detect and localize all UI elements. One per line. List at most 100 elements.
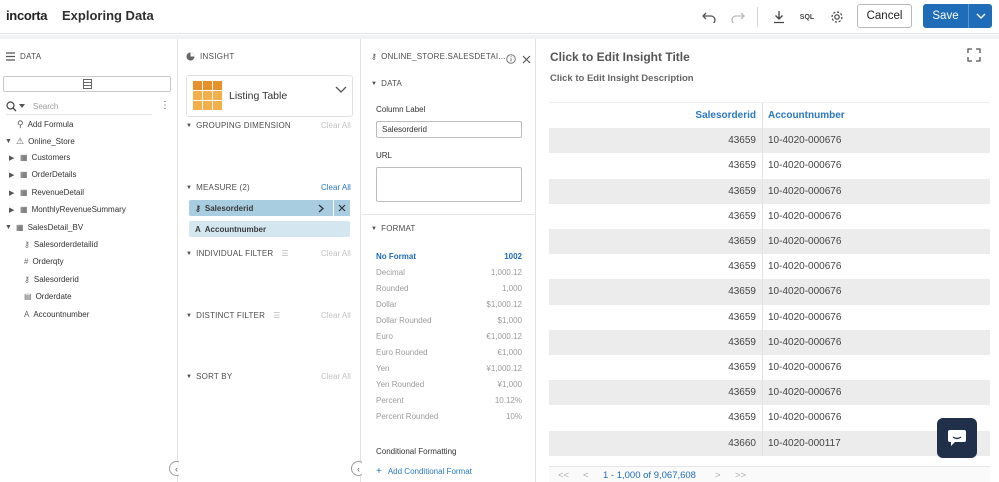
caret-right-icon[interactable]: ▶ [9, 154, 15, 162]
save-options-button[interactable] [968, 4, 992, 28]
format-option[interactable]: Decimal 1,000.12 [376, 268, 522, 277]
format-option[interactable]: Percent Rounded 10% [376, 412, 522, 421]
format-option[interactable]: Euro €1,000.12 [376, 332, 522, 341]
add-conditional-format-link[interactable]: + Add Conditional Format [376, 466, 472, 477]
visualization-selector[interactable]: Listing Table [186, 75, 353, 117]
format-option[interactable]: Dollar $1,000.12 [376, 300, 522, 309]
hash-icon: # [24, 257, 29, 266]
column-header-accountnumber[interactable]: Accountnumber [768, 110, 845, 121]
add-formula-item[interactable]: ⚲ Add Formula [17, 119, 74, 129]
insight-panel: INSIGHT Listing Table ▼ GROUPING DIMENSI… [179, 39, 366, 482]
sql-icon[interactable]: SQL [799, 13, 815, 21]
table-item[interactable]: ▶ ▦ MonthlyRevenueSummary [9, 205, 126, 214]
column-item[interactable]: A Accountnumber [24, 310, 90, 319]
measure-section[interactable]: ▼ MEASURE (2) [186, 183, 250, 192]
format-section-header[interactable]: ▼ FORMAT [371, 224, 416, 233]
filter-options-icon[interactable]: ☰ [281, 249, 289, 258]
individual-filter-section[interactable]: ▼ INDIVIDUAL FILTER ☰ [186, 249, 289, 258]
tree-view-toggle[interactable] [3, 76, 171, 92]
key-icon: ⚷ [195, 203, 201, 213]
chat-support-button[interactable] [937, 418, 977, 458]
schema-item[interactable]: ▼ ⚠ Online_Store [5, 136, 75, 146]
info-icon[interactable] [506, 51, 516, 69]
caret-down-icon: ▼ [186, 312, 193, 319]
next-page-button[interactable]: > [715, 470, 721, 481]
table-row: 43659 10-4020-000676 [549, 380, 990, 406]
caret-down-icon[interactable]: ▼ [5, 138, 12, 145]
field-properties-panel: ⚷ ONLINE_STORE.SALESDETAI... ▼ DATA Colu… [362, 39, 536, 482]
format-option[interactable]: Yen Rounded ¥1,000 [376, 380, 522, 389]
table-pager: << < 1 - 1,000 of 9,067,608 > >> [549, 466, 990, 482]
format-option[interactable]: No Format 1002 [376, 252, 522, 261]
table-item[interactable]: ▶ ▦ RevenueDetail [9, 188, 85, 197]
column-item[interactable]: ⚷ Salesorderid [24, 275, 79, 284]
table-icon: ▦ [20, 170, 28, 179]
app-header: incorta Exploring Data SQL Cancel Save [0, 0, 999, 34]
clear-all-link[interactable]: Clear All [321, 121, 351, 130]
key-icon: ⚷ [371, 52, 378, 61]
calendar-icon: ▤ [24, 292, 32, 301]
caret-down-icon[interactable]: ▼ [5, 224, 12, 231]
gear-icon[interactable] [827, 7, 847, 27]
caret-down-icon: ▼ [371, 225, 378, 232]
prev-page-button[interactable]: < [583, 470, 589, 481]
fullscreen-icon[interactable] [967, 48, 981, 67]
data-section-header[interactable]: ▼ DATA [371, 79, 403, 88]
table-header-row: Salesorderid Accountnumber [549, 103, 990, 129]
format-option[interactable]: Euro Rounded €1,000 [376, 348, 522, 357]
search-input[interactable]: Search [33, 101, 59, 111]
column-item[interactable]: ▤ Orderdate [24, 292, 72, 301]
column-item[interactable]: ⚷ Salesorderdetailid [24, 240, 98, 249]
header-divider [757, 7, 758, 27]
first-page-button[interactable]: << [558, 470, 570, 481]
clear-all-link[interactable]: Clear All [321, 249, 351, 258]
table-row: 43659 10-4020-000676 [549, 178, 990, 204]
listing-table: Salesorderid Accountnumber 43659 10-4020-… [549, 102, 990, 460]
insight-title[interactable]: Click to Edit Insight Title [550, 50, 690, 64]
format-option[interactable]: Dollar Rounded $1,000 [376, 316, 522, 325]
redo-icon[interactable] [728, 7, 748, 27]
measure-pill-salesorderid[interactable]: ⚷ Salesorderid [189, 200, 350, 216]
clear-all-link[interactable]: Clear All [321, 372, 351, 381]
business-view-item[interactable]: ▼ ▦ SalesDetail_BV [5, 223, 84, 232]
tree-icon [82, 79, 92, 89]
save-button[interactable]: Save [923, 4, 968, 28]
pill-remove-icon[interactable] [333, 200, 350, 216]
last-page-button[interactable]: >> [735, 470, 747, 481]
plus-icon: + [376, 466, 382, 477]
key-icon: ⚷ [24, 275, 30, 284]
distinct-filter-section[interactable]: ▼ DISTINCT FILTER ☰ [186, 311, 281, 320]
table-item[interactable]: ▶ ▦ OrderDetails [9, 170, 77, 179]
caret-right-icon[interactable]: ▶ [9, 189, 15, 197]
insight-panel-title: INSIGHT [186, 52, 235, 61]
close-icon[interactable] [522, 51, 531, 69]
pill-expand-icon[interactable] [312, 200, 329, 216]
format-option[interactable]: Yen ¥1,000.12 [376, 364, 522, 373]
clear-all-link[interactable]: Clear All [321, 311, 351, 320]
caret-right-icon[interactable]: ▶ [9, 171, 15, 179]
table-item[interactable]: ▶ ▦ Customers [9, 153, 71, 162]
table-row: 43659 10-4020-000676 [549, 304, 990, 330]
sort-by-section[interactable]: ▼ SORT BY [186, 372, 233, 381]
filter-options-icon[interactable]: ☰ [273, 311, 281, 320]
key-icon: ⚷ [24, 240, 30, 249]
search-field[interactable]: Search [6, 98, 152, 115]
caret-down-icon: ▼ [186, 184, 193, 191]
formula-icon: ⚲ [17, 119, 24, 129]
insight-description[interactable]: Click to Edit Insight Description [550, 73, 694, 84]
format-option[interactable]: Percent 10.12% [376, 396, 522, 405]
column-item[interactable]: # Orderqty [24, 257, 64, 266]
more-options-icon[interactable]: ⋮ [160, 100, 170, 111]
format-option[interactable]: Rounded 1,000 [376, 284, 522, 293]
column-header-salesorderid[interactable]: Salesorderid [549, 103, 763, 129]
grouping-dimension-section[interactable]: ▼ GROUPING DIMENSION [186, 121, 291, 130]
clear-all-link[interactable]: Clear All [321, 183, 351, 192]
cancel-button[interactable]: Cancel [857, 4, 912, 28]
column-label-input[interactable]: Salesorderid [376, 121, 522, 138]
undo-icon[interactable] [699, 7, 719, 27]
download-icon[interactable] [769, 7, 789, 27]
caret-right-icon[interactable]: ▶ [9, 206, 15, 214]
url-input[interactable] [376, 167, 522, 202]
chevron-down-icon [976, 13, 985, 19]
measure-pill-accountnumber[interactable]: A Accountnumber [189, 221, 350, 237]
